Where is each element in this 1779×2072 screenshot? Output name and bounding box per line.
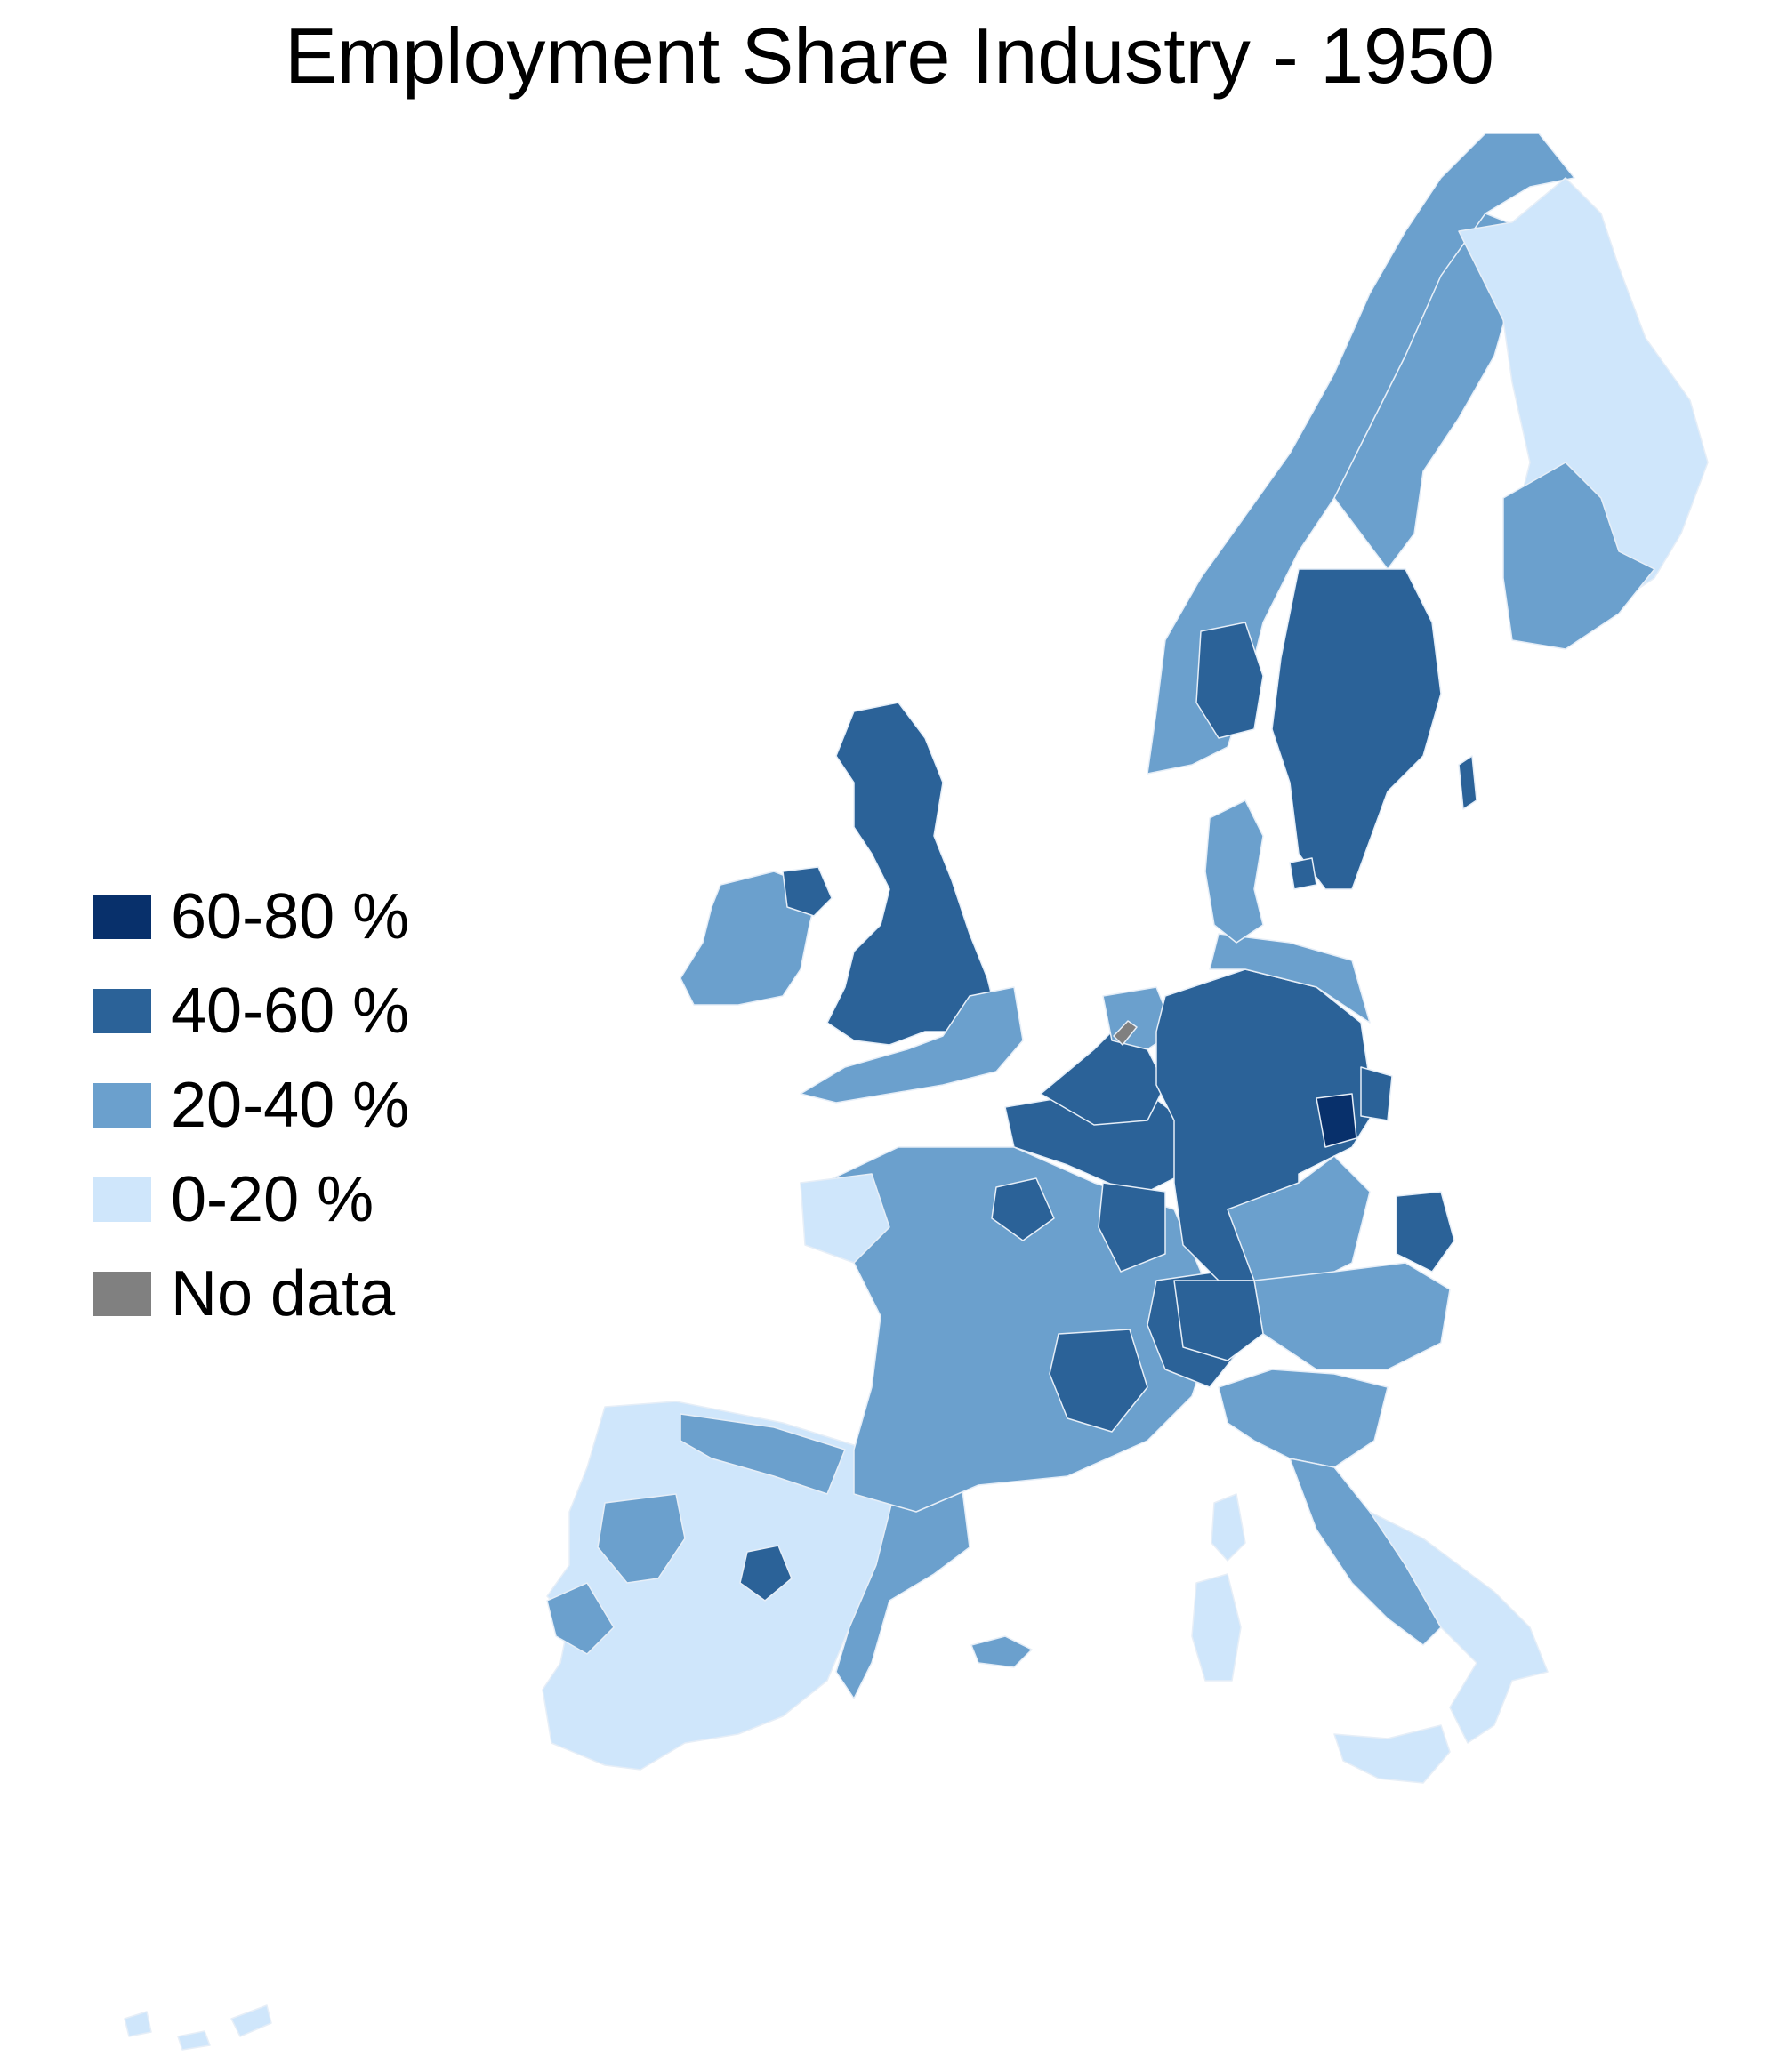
region-northern-ireland — [782, 866, 833, 917]
region-southwest-finland — [1502, 462, 1655, 650]
legend-item: No data — [93, 1247, 409, 1341]
region-eastern-austria — [1396, 1191, 1455, 1273]
legend-item: 20-40 % — [93, 1058, 409, 1152]
region-paris — [991, 1177, 1055, 1241]
region-central-sweden — [1271, 568, 1442, 890]
region-madrid — [739, 1545, 793, 1602]
legend-swatch — [93, 1272, 151, 1316]
region-great-britain — [826, 702, 997, 1046]
region-brittany — [800, 1173, 890, 1264]
legend-label: 20-40 % — [171, 1070, 410, 1141]
region-switzerland — [1173, 1280, 1264, 1361]
region-norway — [1147, 133, 1575, 775]
region-sicily — [1333, 1724, 1451, 1784]
legend-label: 0-20 % — [171, 1164, 374, 1235]
region-galicia — [597, 1493, 686, 1584]
region-gotland — [1458, 755, 1477, 810]
legend-swatch — [93, 1083, 151, 1128]
region-north-italy — [1218, 1369, 1389, 1468]
region-catalonia-valencia — [835, 1475, 970, 1699]
region-south-italy — [1369, 1511, 1549, 1744]
legend-label: 60-80 % — [171, 881, 410, 952]
region-copenhagen — [1289, 857, 1317, 890]
region-east-france — [1098, 1182, 1166, 1273]
region-canary-islands — [124, 2004, 272, 2051]
region-saxony — [1316, 1093, 1357, 1148]
legend-item: 60-80 % — [93, 870, 409, 964]
map-title: Employment Share Industry - 1950 — [285, 12, 1494, 100]
region-denmark — [1204, 799, 1264, 944]
region-oslo — [1195, 622, 1264, 739]
region-silesia — [1360, 1066, 1393, 1121]
region-southern-england — [800, 986, 1024, 1104]
region-portugal-west — [546, 1582, 615, 1655]
legend-swatch — [93, 895, 151, 939]
region-balearics — [970, 1635, 1033, 1668]
region-central-italy — [1289, 1458, 1442, 1646]
legend-item: 0-20 % — [93, 1152, 409, 1247]
region-northern-spain — [680, 1413, 846, 1495]
legend-label: 40-60 % — [171, 976, 410, 1047]
map-legend: 60-80 % 40-60 % 20-40 % 0-20 % No data — [93, 870, 409, 1341]
region-corsica — [1211, 1493, 1246, 1562]
region-north-germany — [1209, 933, 1371, 1024]
region-massif-central — [1049, 1329, 1148, 1433]
region-sardinia — [1191, 1573, 1242, 1682]
region-austria — [1253, 1262, 1451, 1370]
legend-swatch — [93, 989, 151, 1033]
legend-item: 40-60 % — [93, 964, 409, 1058]
region-netherlands-nodata — [1113, 1020, 1138, 1046]
legend-swatch — [93, 1177, 151, 1222]
legend-label: No data — [171, 1258, 396, 1329]
